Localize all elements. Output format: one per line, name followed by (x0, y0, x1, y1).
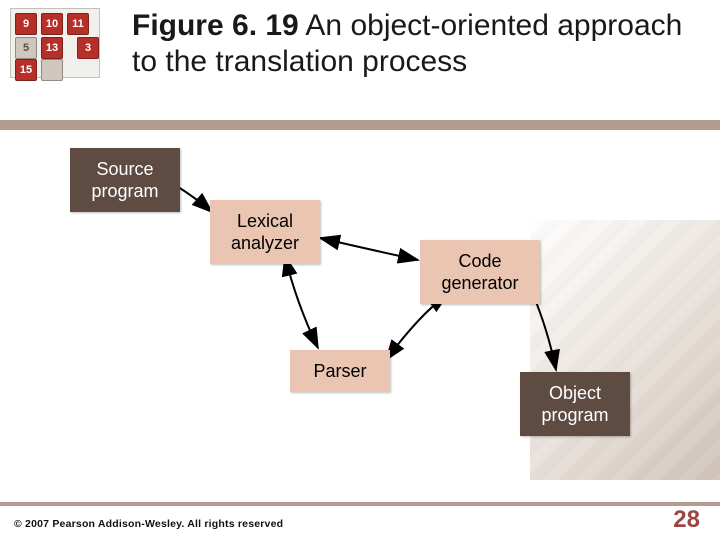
figure-title: Figure 6. 19 An object-oriented approach… (132, 8, 700, 80)
thumbnail-block: 3 (77, 37, 99, 59)
translation-diagram: Source program Lexical analyzer Code gener… (0, 130, 720, 480)
diagram-edge (175, 185, 212, 212)
slide-thumbnail-icon: 91011 513 3 15 (10, 8, 100, 78)
thumbnail-block: 15 (15, 59, 37, 81)
thumbnail-block: 13 (41, 37, 63, 59)
footer-rule (0, 502, 720, 506)
node-source: Source program (70, 148, 180, 212)
node-parser: Parser (290, 350, 390, 392)
thumbnail-block: 5 (15, 37, 37, 59)
thumbnail-block: 11 (67, 13, 89, 35)
thumbnail-block (41, 59, 63, 81)
figure-label: Figure 6. 19 (132, 9, 299, 42)
node-lexical: Lexical analyzer (210, 200, 320, 264)
page-number: 28 (673, 506, 700, 534)
node-object: Object program (520, 372, 630, 436)
thumbnail-block: 9 (15, 13, 37, 35)
diagram-edge (320, 238, 418, 260)
header-rule (0, 120, 720, 130)
thumbnail-block: 10 (41, 13, 63, 35)
node-codegen: Code generator (420, 240, 540, 304)
diagram-edge (285, 256, 318, 348)
copyright-text: © 2007 Pearson Addison-Wesley. All right… (14, 518, 283, 530)
